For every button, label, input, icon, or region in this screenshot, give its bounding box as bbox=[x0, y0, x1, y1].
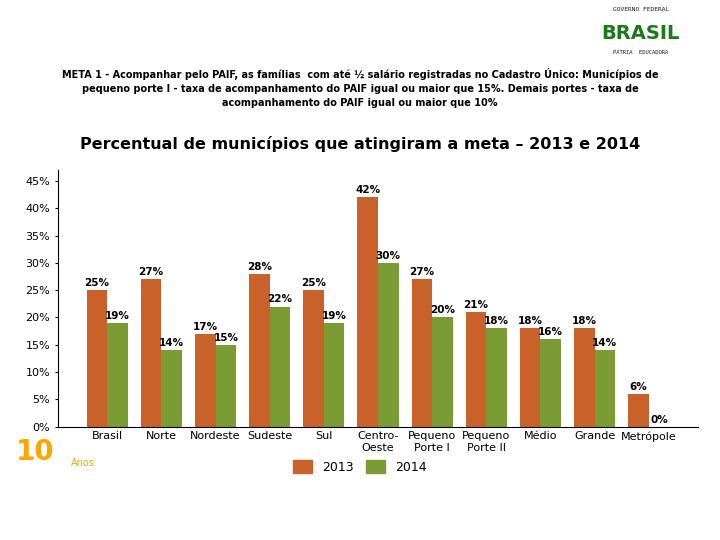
Bar bbox=[520, 328, 541, 427]
Text: 6%: 6% bbox=[629, 382, 647, 392]
Bar bbox=[574, 328, 595, 427]
Bar bbox=[486, 328, 507, 427]
Bar bbox=[324, 323, 344, 427]
Text: Desenvolvimento Social e: Desenvolvimento Social e bbox=[343, 33, 470, 44]
Text: 30%: 30% bbox=[376, 251, 401, 261]
Text: Sistema Único de Assistência Social: Sistema Único de Assistência Social bbox=[26, 526, 132, 531]
Text: 0%: 0% bbox=[650, 415, 668, 425]
Text: 18%: 18% bbox=[484, 316, 509, 326]
Text: SUAS: SUAS bbox=[24, 481, 96, 504]
Text: 22%: 22% bbox=[268, 294, 292, 305]
Text: 18%: 18% bbox=[518, 316, 543, 326]
Text: Anos: Anos bbox=[71, 458, 94, 468]
Text: 16%: 16% bbox=[539, 327, 563, 337]
Text: 25%: 25% bbox=[301, 278, 326, 288]
Bar bbox=[466, 312, 486, 427]
Bar bbox=[432, 318, 453, 427]
Bar bbox=[141, 279, 161, 427]
Text: 19%: 19% bbox=[322, 310, 346, 321]
Bar bbox=[270, 307, 290, 427]
Bar bbox=[595, 350, 615, 427]
Bar bbox=[195, 334, 215, 427]
Legend: 2013, 2014: 2013, 2014 bbox=[289, 455, 431, 479]
Text: 27%: 27% bbox=[409, 267, 434, 277]
Text: 42%: 42% bbox=[355, 185, 380, 195]
Text: Combate à Fome: Combate à Fome bbox=[365, 50, 449, 60]
Text: 28%: 28% bbox=[247, 261, 272, 272]
Text: 15%: 15% bbox=[213, 333, 238, 342]
Text: META 1 - Acompanhar pelo PAIF, as famílias  com até ½ salário registradas no Cad: META 1 - Acompanhar pelo PAIF, as famíli… bbox=[62, 68, 658, 108]
Bar bbox=[303, 290, 324, 427]
Text: 14%: 14% bbox=[159, 338, 184, 348]
Bar bbox=[378, 263, 399, 427]
Text: PÁTRIA  EDUCADORA: PÁTRIA EDUCADORA bbox=[613, 50, 668, 55]
Bar bbox=[107, 323, 128, 427]
Text: GOVERNO FEDERAL: GOVERNO FEDERAL bbox=[613, 8, 669, 12]
Text: 14%: 14% bbox=[593, 338, 618, 348]
Text: 21%: 21% bbox=[464, 300, 488, 310]
Text: 17%: 17% bbox=[193, 322, 218, 332]
Bar bbox=[86, 290, 107, 427]
Bar bbox=[541, 339, 561, 427]
Text: 27%: 27% bbox=[138, 267, 163, 277]
Bar bbox=[357, 198, 378, 427]
Text: 10: 10 bbox=[16, 437, 54, 465]
Bar bbox=[161, 350, 182, 427]
Text: BRASIL: BRASIL bbox=[602, 24, 680, 43]
Text: Percentual de municípios que atingiram a meta – 2013 e 2014: Percentual de municípios que atingiram a… bbox=[80, 137, 640, 152]
Bar bbox=[412, 279, 432, 427]
Text: 25%: 25% bbox=[84, 278, 109, 288]
Text: Ministério do: Ministério do bbox=[375, 17, 438, 28]
Bar bbox=[215, 345, 236, 427]
Bar bbox=[628, 394, 649, 427]
Text: 19%: 19% bbox=[105, 310, 130, 321]
Text: 18%: 18% bbox=[572, 316, 597, 326]
Text: 20%: 20% bbox=[430, 305, 455, 315]
Bar bbox=[249, 274, 270, 427]
